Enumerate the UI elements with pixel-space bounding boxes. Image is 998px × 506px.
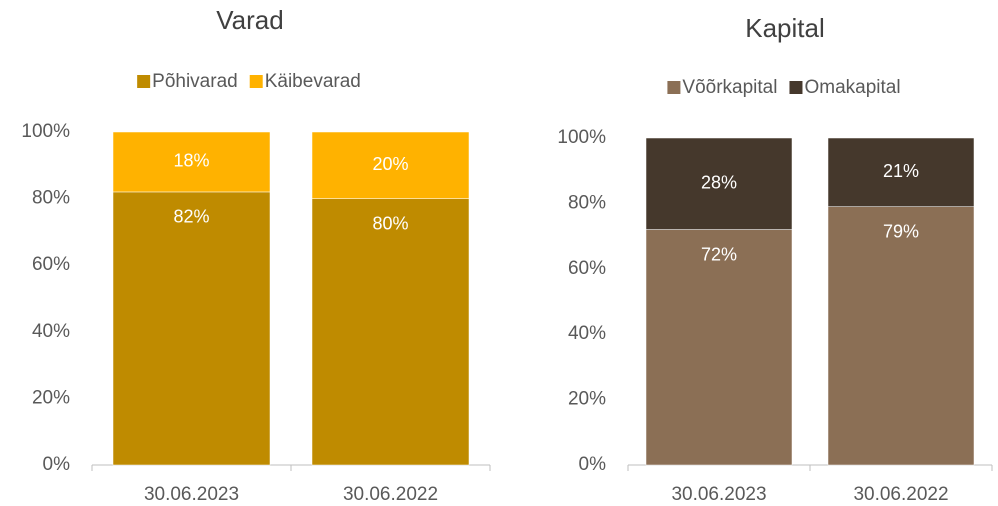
bar-segment: [112, 131, 271, 193]
chart-title: Kapital: [745, 13, 825, 43]
legend-label: Põhivarad: [152, 71, 238, 92]
legend-swatch: [249, 75, 263, 88]
data-label: 80%: [372, 213, 408, 233]
y-tick-label: 80%: [32, 188, 70, 209]
data-label: 20%: [372, 154, 408, 174]
data-label: 21%: [883, 161, 919, 181]
data-label: 18%: [173, 151, 209, 171]
legend-swatch: [789, 81, 803, 94]
bar-segment: [112, 191, 271, 466]
y-tick-label: 40%: [32, 321, 70, 342]
bar-segment: [311, 198, 470, 466]
legend-swatch: [667, 81, 681, 94]
bar-segment: [645, 229, 793, 466]
y-tick-label: 100%: [557, 127, 606, 148]
chart-title: Varad: [216, 5, 283, 35]
legend-label: Käibevarad: [265, 71, 361, 92]
y-tick-label: 60%: [568, 258, 606, 279]
x-tick-label: 30.06.2022: [853, 484, 948, 505]
y-tick-label: 20%: [32, 387, 70, 408]
y-tick-label: 100%: [21, 121, 70, 142]
y-tick-label: 0%: [579, 454, 607, 475]
y-tick-label: 0%: [43, 454, 71, 475]
data-label: 82%: [173, 207, 209, 227]
bar-segment: [827, 206, 975, 466]
data-label: 72%: [701, 244, 737, 264]
bar-segment: [827, 137, 975, 207]
data-label: 79%: [883, 221, 919, 241]
bar-segment: [311, 131, 470, 199]
legend-label: Võõrkapital: [682, 77, 777, 98]
x-tick-label: 30.06.2023: [671, 484, 766, 505]
x-tick-label: 30.06.2023: [144, 484, 239, 505]
legend-label: Omakapital: [804, 77, 900, 98]
y-tick-label: 20%: [568, 389, 606, 410]
y-tick-label: 60%: [32, 254, 70, 275]
y-tick-label: 40%: [568, 323, 606, 344]
y-tick-label: 80%: [568, 192, 606, 213]
data-label: 28%: [701, 173, 737, 193]
legend-swatch: [137, 75, 151, 88]
x-tick-label: 30.06.2022: [343, 484, 438, 505]
bar-segment: [645, 137, 793, 230]
